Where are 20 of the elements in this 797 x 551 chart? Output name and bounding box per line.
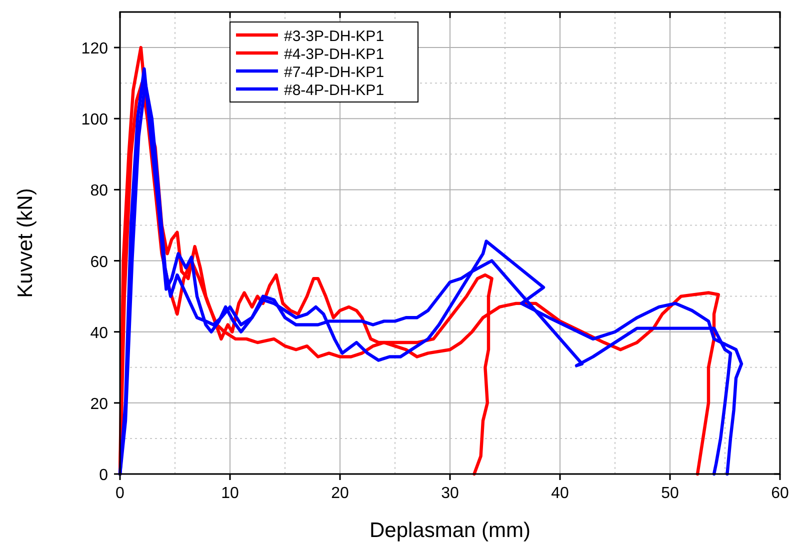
x-tick-label: 40 [551, 485, 569, 502]
x-tick-label: 30 [441, 485, 459, 502]
legend-label: #4-3P-DH-KP1 [284, 46, 384, 63]
y-tick-label: 120 [81, 40, 108, 58]
legend-label: #7-4P-DH-KP1 [284, 64, 384, 81]
y-axis-title: Kuvvet (kN) [14, 188, 37, 298]
x-tick-label: 20 [331, 485, 349, 502]
x-tick-label: 0 [116, 485, 125, 502]
y-tick-label: 80 [90, 182, 108, 200]
y-tick-label: 40 [90, 324, 108, 342]
legend-label: #8-4P-DH-KP1 [284, 82, 384, 99]
x-tick-label: 10 [221, 485, 239, 502]
x-axis-title: Deplasman (mm) [369, 519, 531, 542]
y-tick-label: 60 [90, 254, 108, 271]
y-tick-label: 100 [81, 112, 108, 129]
x-tick-label: 50 [661, 485, 679, 502]
x-tick-label: 60 [771, 485, 789, 502]
y-tick-label: 0 [99, 467, 108, 484]
legend-label: #3-3P-DH-KP1 [284, 28, 384, 45]
y-tick-label: 20 [90, 396, 108, 413]
